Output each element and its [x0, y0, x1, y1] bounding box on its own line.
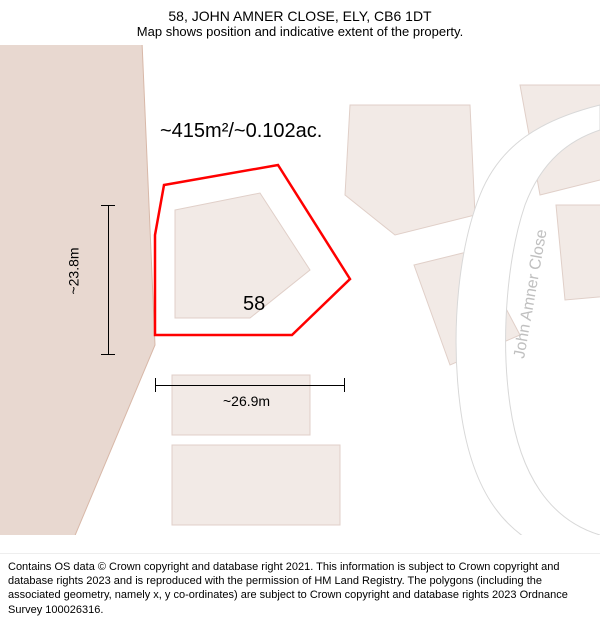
building-shape: [172, 445, 340, 525]
page-title: 58, JOHN AMNER CLOSE, ELY, CB6 1DT: [0, 8, 600, 24]
vertical-dimension: ~23.8m: [108, 205, 109, 355]
map-canvas: ~415m²/~0.102ac. ~23.8m ~26.9m 58 John A…: [0, 45, 600, 535]
area-label: ~415m²/~0.102ac.: [160, 120, 322, 143]
copyright-footer: Contains OS data © Crown copyright and d…: [0, 553, 600, 625]
horizontal-dimension-line: [155, 385, 345, 386]
horizontal-dimension-text: ~26.9m: [223, 393, 270, 409]
vertical-dimension-line: [108, 205, 109, 355]
page-subtitle: Map shows position and indicative extent…: [0, 24, 600, 39]
map-svg: [0, 45, 600, 535]
vertical-dimension-text: ~23.8m: [66, 247, 82, 294]
property-number-label: 58: [243, 293, 265, 316]
header: 58, JOHN AMNER CLOSE, ELY, CB6 1DT Map s…: [0, 0, 600, 43]
horizontal-dimension: ~26.9m: [155, 385, 345, 386]
